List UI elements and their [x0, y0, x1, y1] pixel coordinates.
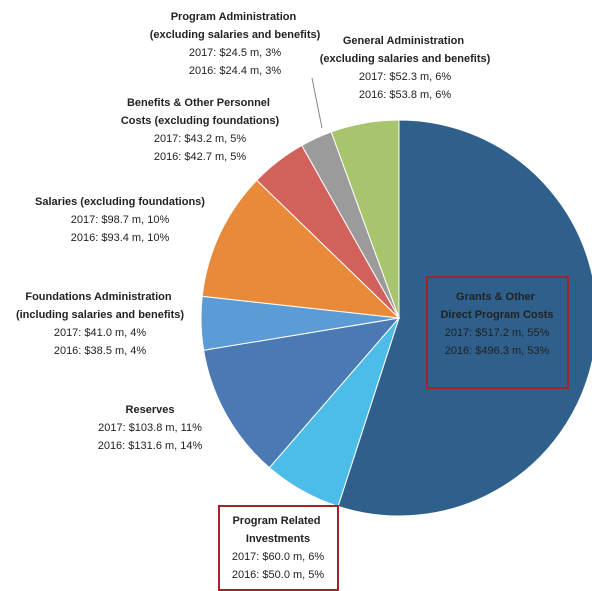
value-label: 2017: $41.0 m, 4%: [54, 327, 147, 339]
value-label: 2016: $496.3 m, 53%: [445, 345, 550, 357]
value-label: 2017: $98.7 m, 10%: [71, 214, 170, 226]
category-label: General Administration (excluding salari…: [320, 35, 491, 65]
labels: Grants & Other Direct Program Costs 2017:…: [16, 11, 554, 581]
pie: [200, 119, 592, 517]
category-label: Reserves: [126, 404, 175, 416]
highlight-box: [218, 505, 339, 591]
category-label: Benefits & Other Personnel Costs (exclud…: [121, 97, 280, 127]
value-label: 2017: $60.0 m, 6%: [232, 551, 325, 563]
value-label: 2016: $131.6 m, 14%: [98, 440, 203, 452]
slice: [201, 179, 401, 319]
value-label: 2016: $42.7 m, 5%: [154, 151, 247, 163]
highlight-box: [426, 276, 569, 389]
value-label: 2016: $50.0 m, 5%: [232, 569, 325, 581]
value-label: 2016: $93.4 m, 10%: [71, 232, 170, 244]
value-label: 2017: $517.2 m, 55%: [445, 327, 550, 339]
value-label: 2017: $24.5 m, 3%: [189, 47, 282, 59]
category-label: Program Administration (excluding salari…: [150, 11, 321, 41]
category-label: Salaries (excluding foundations): [35, 196, 205, 208]
value-label: 2017: $52.3 m, 6%: [359, 71, 452, 83]
category-label: Foundations Administration (including sa…: [16, 291, 184, 321]
value-label: 2016: $24.4 m, 3%: [189, 65, 282, 77]
value-label: 2016: $38.5 m, 4%: [54, 345, 147, 357]
slice: [330, 119, 400, 319]
value-label: 2016: $53.8 m, 6%: [359, 89, 452, 101]
leader-line: [311, 77, 323, 129]
slice: [337, 119, 592, 517]
category-label: Grants & Other Direct Program Costs: [440, 291, 553, 321]
slice: [203, 317, 401, 469]
value-label: 2017: $43.2 m, 5%: [154, 133, 247, 145]
category-label: Program Related Investments: [232, 515, 323, 545]
value-label: 2017: $103.8 m, 11%: [98, 422, 202, 434]
